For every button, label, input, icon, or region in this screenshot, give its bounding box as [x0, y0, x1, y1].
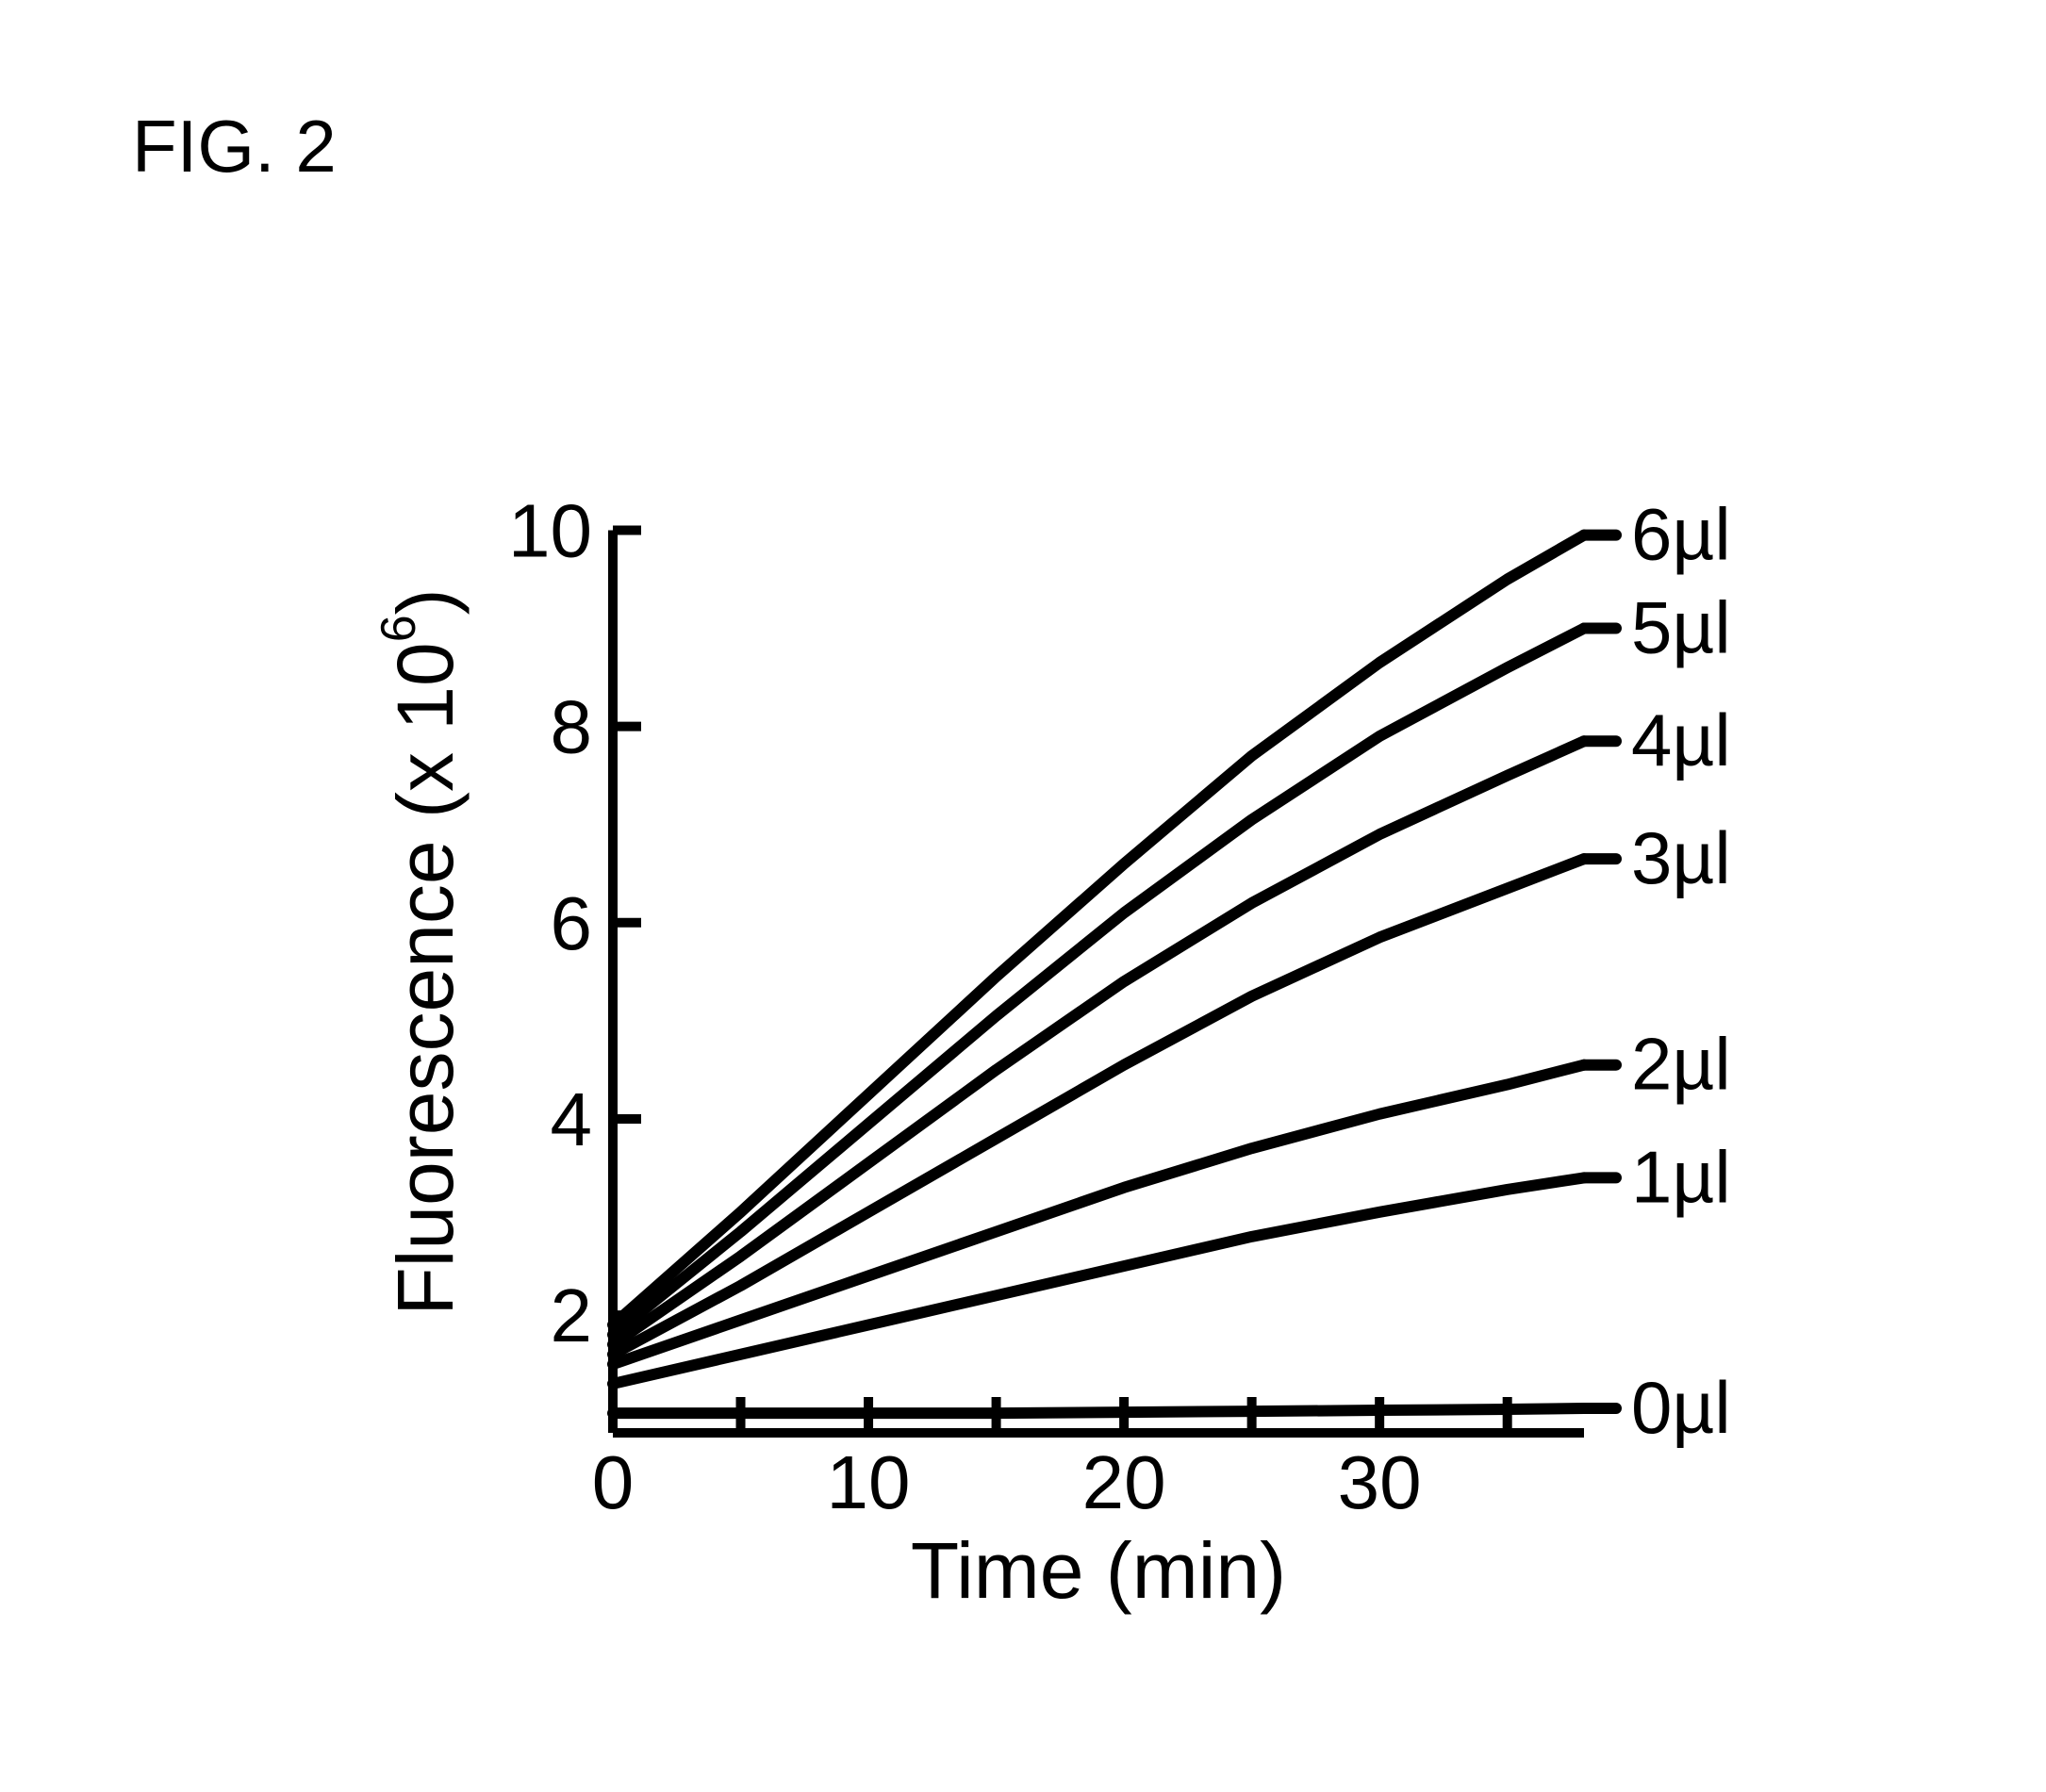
y-tick-label: 10 [508, 488, 592, 572]
y-tick-label: 6 [551, 881, 593, 965]
x-tick-label: 20 [1082, 1440, 1166, 1524]
x-axis-title: Time (min) [911, 1526, 1286, 1615]
series-label: 6µl [1631, 493, 1731, 576]
series-label: 1µl [1631, 1135, 1731, 1218]
x-tick-label: 10 [827, 1440, 911, 1524]
y-tick-label: 8 [551, 685, 593, 769]
figure-label: FIG. 2 [132, 104, 337, 189]
x-tick-label: 0 [592, 1440, 635, 1524]
series-label: 3µl [1631, 816, 1731, 899]
y-tick-label: 4 [551, 1077, 593, 1161]
y-tick-label: 2 [551, 1274, 593, 1357]
series-label: 0µl [1631, 1366, 1731, 1449]
chart-container: 0102030246810Time (min)Fluorescence (x 1… [255, 452, 1857, 1678]
series-label: 4µl [1631, 699, 1731, 781]
series-label: 5µl [1631, 586, 1731, 669]
x-tick-label: 30 [1338, 1440, 1422, 1524]
series-label: 2µl [1631, 1023, 1731, 1106]
series-line [613, 1408, 1584, 1413]
y-axis-title: Fluorescence (x 106) [371, 588, 470, 1315]
fluorescence-chart: 0102030246810Time (min)Fluorescence (x 1… [255, 452, 1857, 1678]
